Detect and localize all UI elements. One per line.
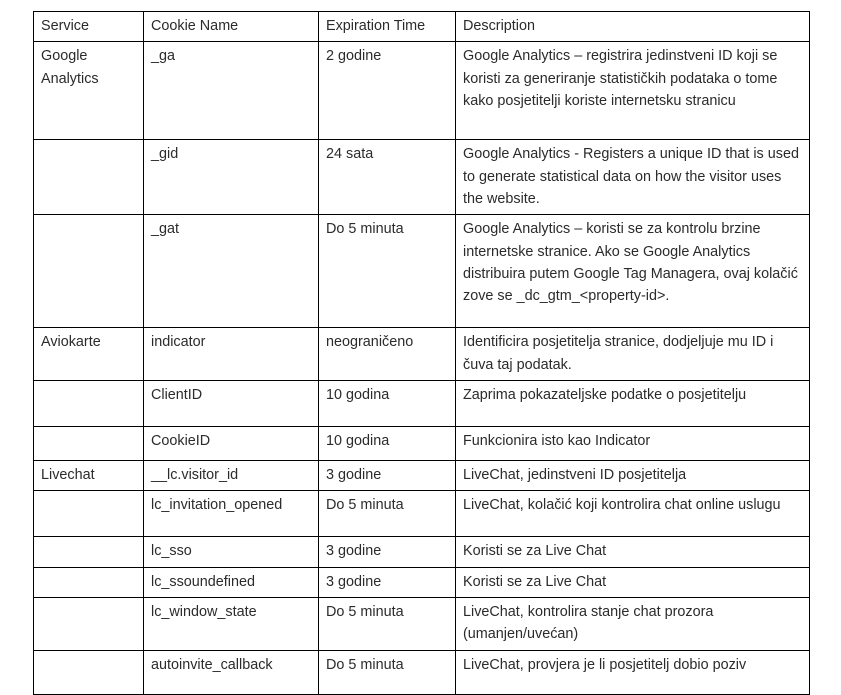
cell-description: LiveChat, jedinstveni ID posjetitelja <box>455 459 810 492</box>
cell-service: Livechat <box>33 459 144 492</box>
cell-service <box>33 596 144 651</box>
cell-service <box>33 536 144 568</box>
cell-description: LiveChat, kolačić koji kontrolira chat o… <box>455 490 810 538</box>
cell-expiration-time: Do 5 minuta <box>318 214 456 329</box>
table-row: lc_invitation_opened Do 5 minuta LiveCha… <box>33 490 810 538</box>
table-row: _gat Do 5 minuta Google Analytics – kori… <box>33 214 810 329</box>
table-row: Google Analytics _ga 2 godine Google Ana… <box>33 41 810 141</box>
column-header-description: Description <box>455 10 810 43</box>
column-header-expiration-time: Expiration Time <box>318 10 456 43</box>
cell-expiration-time: 3 godine <box>318 536 456 568</box>
cell-expiration-time: Do 5 minuta <box>318 649 456 695</box>
cell-expiration-time: 10 godina <box>318 425 456 461</box>
cell-service: Aviokarte <box>33 327 144 381</box>
column-header-service: Service <box>33 10 144 43</box>
cell-description: LiveChat, kontrolira stanje chat prozora… <box>455 596 810 651</box>
cell-service <box>33 214 144 329</box>
cell-expiration-time: 3 godine <box>318 566 456 598</box>
table-row: lc_window_state Do 5 minuta LiveChat, ko… <box>33 596 810 651</box>
table-row: Aviokarte indicator neograničeno Identif… <box>33 327 810 381</box>
cell-description: LiveChat, provjera je li posjetitelj dob… <box>455 649 810 695</box>
table-header-row: Service Cookie Name Expiration Time Desc… <box>33 10 810 43</box>
cell-expiration-time: 24 sata <box>318 139 456 216</box>
cell-description: Google Analytics - Registers a unique ID… <box>455 139 810 216</box>
cell-cookie-name: _gid <box>143 139 319 216</box>
cell-cookie-name: _gat <box>143 214 319 329</box>
table-row: lc_ssoundefined 3 godine Koristi se za L… <box>33 566 810 598</box>
cell-expiration-time: neograničeno <box>318 327 456 381</box>
table-row: Livechat __lc.visitor_id 3 godine LiveCh… <box>33 459 810 492</box>
cell-cookie-name: __lc.visitor_id <box>143 459 319 492</box>
cell-service <box>33 490 144 538</box>
cell-expiration-time: 3 godine <box>318 459 456 492</box>
cell-expiration-time: 10 godina <box>318 379 456 427</box>
table-header: Service Cookie Name Expiration Time Desc… <box>33 10 810 43</box>
cell-description: Funkcionira isto kao Indicator <box>455 425 810 461</box>
table-row: CookieID 10 godina Funkcionira isto kao … <box>33 425 810 461</box>
cell-service <box>33 649 144 695</box>
cookie-table-container: Service Cookie Name Expiration Time Desc… <box>33 10 810 695</box>
table-row: autoinvite_callback Do 5 minuta LiveChat… <box>33 649 810 695</box>
table-row: ClientID 10 godina Zaprima pokazateljske… <box>33 379 810 427</box>
cell-cookie-name: lc_invitation_opened <box>143 490 319 538</box>
column-header-cookie-name: Cookie Name <box>143 10 319 43</box>
cell-description: Koristi se za Live Chat <box>455 566 810 598</box>
cell-cookie-name: autoinvite_callback <box>143 649 319 695</box>
cell-expiration-time: 2 godine <box>318 41 456 141</box>
cell-service <box>33 139 144 216</box>
cell-cookie-name: lc_sso <box>143 536 319 568</box>
table-body: Google Analytics _ga 2 godine Google Ana… <box>33 41 810 695</box>
cell-expiration-time: Do 5 minuta <box>318 490 456 538</box>
cell-cookie-name: ClientID <box>143 379 319 427</box>
cookie-table: Service Cookie Name Expiration Time Desc… <box>33 10 810 695</box>
cell-description: Identificira posjetitelja stranice, dodj… <box>455 327 810 381</box>
cell-description: Koristi se za Live Chat <box>455 536 810 568</box>
cell-service <box>33 379 144 427</box>
cell-description: Zaprima pokazateljske podatke o posjetit… <box>455 379 810 427</box>
cell-description: Google Analytics – koristi se za kontrol… <box>455 214 810 329</box>
table-row: _gid 24 sata Google Analytics - Register… <box>33 139 810 216</box>
cell-cookie-name: indicator <box>143 327 319 381</box>
cell-cookie-name: lc_ssoundefined <box>143 566 319 598</box>
cell-service: Google Analytics <box>33 41 144 141</box>
cell-service <box>33 425 144 461</box>
cell-cookie-name: CookieID <box>143 425 319 461</box>
table-row: lc_sso 3 godine Koristi se za Live Chat <box>33 536 810 568</box>
cell-cookie-name: _ga <box>143 41 319 141</box>
cell-expiration-time: Do 5 minuta <box>318 596 456 651</box>
cell-description: Google Analytics – registrira jedinstven… <box>455 41 810 141</box>
cell-cookie-name: lc_window_state <box>143 596 319 651</box>
cell-service <box>33 566 144 598</box>
